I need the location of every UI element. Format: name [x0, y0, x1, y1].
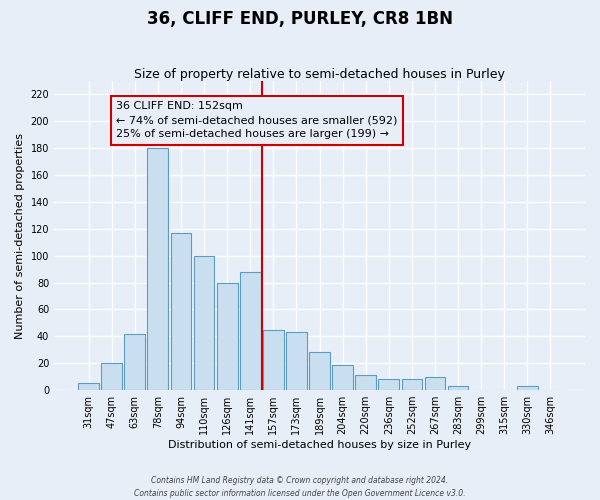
Title: Size of property relative to semi-detached houses in Purley: Size of property relative to semi-detach…	[134, 68, 505, 81]
Bar	[355, 376, 376, 390]
Bar	[448, 386, 469, 390]
Bar	[101, 363, 122, 390]
Bar	[332, 364, 353, 390]
Bar	[170, 233, 191, 390]
Bar	[148, 148, 168, 390]
Bar	[263, 330, 284, 390]
Bar	[78, 384, 99, 390]
Bar	[124, 334, 145, 390]
Text: 36 CLIFF END: 152sqm
← 74% of semi-detached houses are smaller (592)
25% of semi: 36 CLIFF END: 152sqm ← 74% of semi-detac…	[116, 101, 398, 139]
Bar	[194, 256, 214, 390]
Text: Contains HM Land Registry data © Crown copyright and database right 2024.
Contai: Contains HM Land Registry data © Crown c…	[134, 476, 466, 498]
Text: 36, CLIFF END, PURLEY, CR8 1BN: 36, CLIFF END, PURLEY, CR8 1BN	[147, 10, 453, 28]
Bar	[401, 380, 422, 390]
Bar	[425, 376, 445, 390]
Y-axis label: Number of semi-detached properties: Number of semi-detached properties	[15, 132, 25, 338]
Bar	[217, 282, 238, 390]
Bar	[517, 386, 538, 390]
Bar	[309, 352, 330, 390]
Bar	[240, 272, 260, 390]
X-axis label: Distribution of semi-detached houses by size in Purley: Distribution of semi-detached houses by …	[168, 440, 471, 450]
Bar	[286, 332, 307, 390]
Bar	[379, 380, 399, 390]
